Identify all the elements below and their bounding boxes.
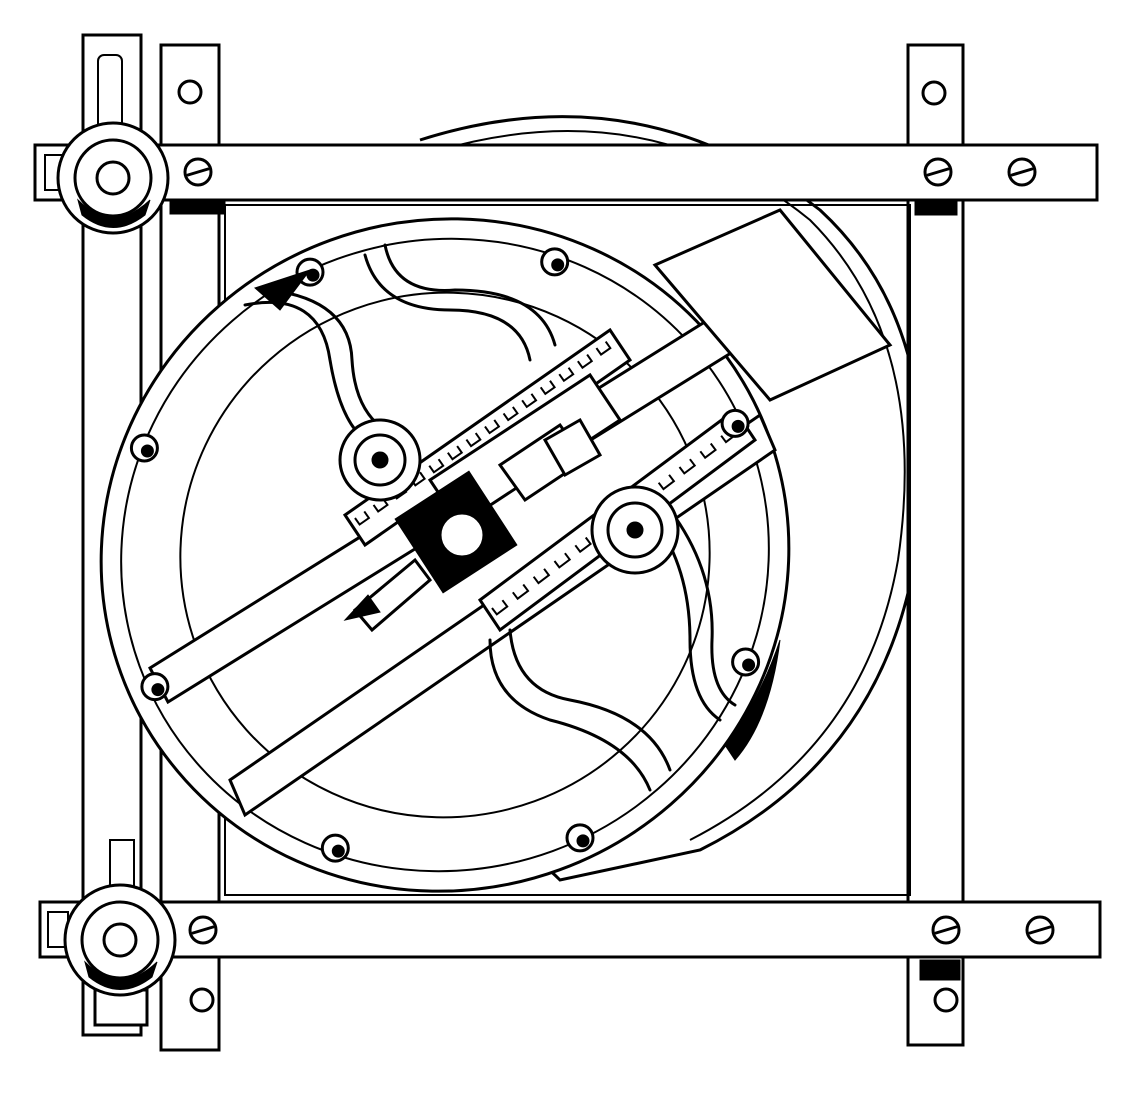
ring-pin-shade bbox=[576, 834, 590, 848]
plate-shadow bbox=[169, 199, 226, 215]
ring-pin-shade bbox=[140, 444, 154, 458]
ring-pin-shade bbox=[742, 658, 756, 672]
ring-shadow bbox=[254, 269, 312, 311]
rail-hole-icon bbox=[177, 79, 203, 105]
screw-icon bbox=[1007, 157, 1037, 187]
ring-pin-shade bbox=[331, 844, 345, 858]
rail-hole-icon bbox=[933, 987, 959, 1013]
rail-hole-icon bbox=[189, 987, 215, 1013]
top-clamp-knob bbox=[56, 121, 170, 235]
rack-knob-left bbox=[338, 418, 422, 502]
upper-rack bbox=[342, 327, 633, 548]
diagonal-slide-block bbox=[652, 208, 893, 402]
ring-shadow bbox=[724, 639, 781, 761]
central-carriage bbox=[343, 372, 623, 633]
upper-rack-bar bbox=[342, 327, 633, 548]
right-vertical-rails bbox=[906, 43, 965, 1047]
screw-icon bbox=[923, 157, 953, 187]
ring-pin-shade bbox=[306, 268, 320, 282]
screw-icon bbox=[183, 157, 213, 187]
rail-hole-icon bbox=[921, 80, 947, 106]
rail-shadow bbox=[919, 959, 961, 981]
bottom-bar bbox=[38, 900, 1102, 959]
ring-pin-shade bbox=[551, 258, 565, 272]
ring-pin-shade bbox=[731, 419, 745, 433]
pen-holder-collar bbox=[438, 511, 486, 559]
screw-icon bbox=[931, 915, 961, 945]
carriage-nut bbox=[542, 417, 603, 478]
pen-tip-icon bbox=[343, 594, 381, 621]
bottom-clamp-knob bbox=[63, 883, 177, 997]
screw-icon bbox=[1025, 915, 1055, 945]
rack-knob-right bbox=[590, 485, 680, 575]
screw-icon bbox=[188, 915, 218, 945]
ring-pin-shade bbox=[151, 683, 165, 697]
top-bar bbox=[33, 143, 1099, 202]
bottom-crossbar bbox=[38, 900, 1102, 959]
